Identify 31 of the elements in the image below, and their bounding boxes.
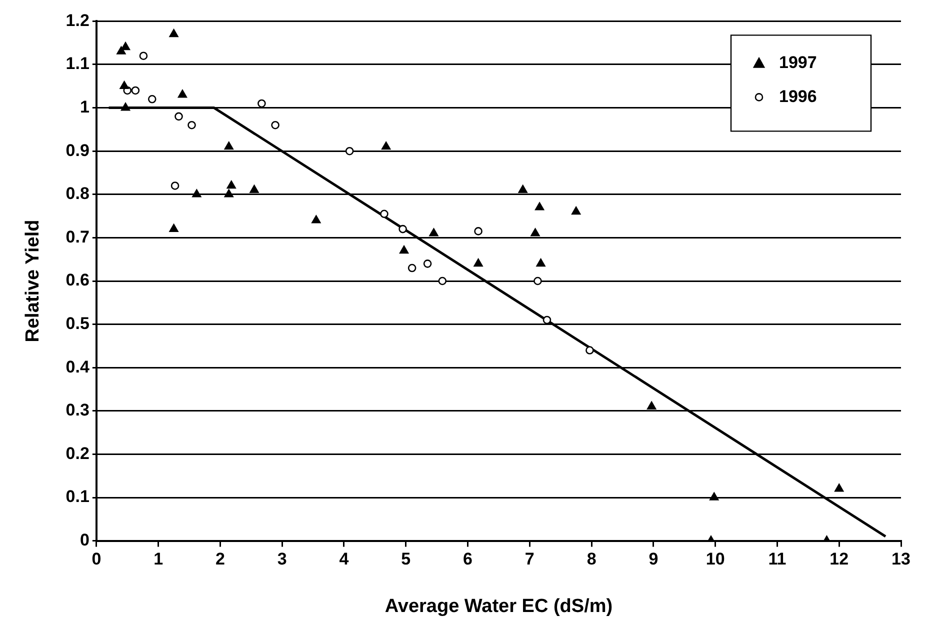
x-tick-label: 0 — [92, 550, 102, 569]
y-tick-label: 1.1 — [66, 54, 90, 74]
y-tick-label: 0.8 — [66, 184, 90, 204]
y-tick-label: 1 — [80, 97, 90, 116]
legend-label: 1997 — [779, 52, 817, 72]
y-tick-label: 0.2 — [66, 444, 90, 463]
y-tick-label: 0 — [80, 530, 90, 550]
y-tick-label: 0.9 — [66, 140, 90, 160]
x-tick-label: 7 — [524, 550, 534, 569]
y-tick-label: 0.7 — [66, 227, 90, 246]
y-tick-label: 0.5 — [66, 314, 90, 333]
legend-label: 1996 — [779, 86, 817, 106]
x-tick-label: 9 — [648, 550, 658, 569]
x-tick-label: 13 — [892, 550, 910, 569]
y-tick-label: 0.4 — [66, 357, 90, 376]
y-tick-label: 0.3 — [66, 400, 90, 420]
x-tick-label: 5 — [401, 550, 411, 569]
x-tick-label: 2 — [215, 550, 225, 569]
x-tick-label: 11 — [768, 550, 786, 569]
x-tick-label: 8 — [586, 550, 596, 569]
y-tick-label: 0.6 — [66, 270, 90, 290]
x-axis-title: Average Water EC (dS/m) — [384, 596, 613, 617]
y-tick-label: 1.2 — [66, 10, 90, 30]
x-tick-label: 10 — [706, 550, 725, 569]
x-tick-label: 6 — [463, 550, 473, 569]
x-tick-label: 4 — [339, 550, 350, 569]
x-tick-label: 1 — [154, 550, 164, 569]
y-tick-label: 0.1 — [66, 487, 90, 506]
x-tick-label: 12 — [830, 550, 849, 569]
y-axis-title: Relative Yield — [22, 220, 44, 342]
x-tick-label: 3 — [277, 550, 287, 569]
